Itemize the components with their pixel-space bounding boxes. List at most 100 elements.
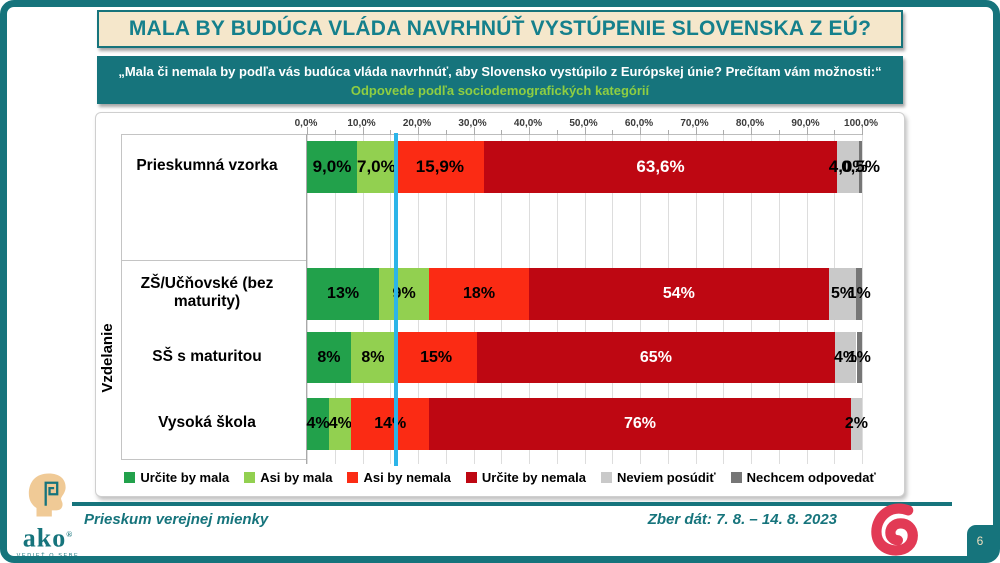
bar-value-label: 2% — [844, 415, 868, 432]
legend-swatch — [124, 472, 136, 483]
x-axis: 0,0% 10,0% 20,0% 30,0% 40,0% 50,0% 60,0% 70,0% 8… — [295, 118, 878, 131]
bar-segment: 15% — [394, 332, 478, 383]
axis-tick — [834, 130, 836, 135]
bar-segment: 9% — [379, 268, 430, 320]
question-banner: „Mala či nemala by podľa vás budúca vlád… — [97, 56, 903, 104]
y-axis-group-label: Vzdelanie — [99, 323, 116, 393]
bar-value-label: 4,0% — [828, 157, 868, 176]
ako-logo: ako® VEDIEŤ O SEBE — [10, 472, 86, 559]
legend: Určite by mala Asi by mala Asi by nemala Ur… — [96, 470, 904, 485]
legend-label: Asi by mala — [260, 470, 333, 485]
bar-value-label: 18% — [463, 285, 496, 302]
footer-divider — [72, 502, 952, 506]
bar-segment: 0,5% — [841, 141, 880, 193]
bar-value-label: 1% — [847, 348, 871, 366]
legend-swatch — [244, 472, 256, 483]
x-axis-tick-label: 80,0% — [735, 118, 765, 129]
axis-tick — [778, 130, 780, 135]
x-axis-tick-label: 20,0% — [402, 118, 432, 129]
x-axis-tick-label: 40,0% — [513, 118, 543, 129]
category-frame-line — [121, 134, 306, 135]
bar-value-label: 15% — [420, 348, 453, 366]
footer-left-text: Prieskum verejnej mienky — [84, 511, 269, 528]
axis-tick — [307, 127, 308, 135]
axis-tick — [501, 130, 503, 135]
legend-label: Neviem posúdiť — [616, 470, 716, 485]
x-axis-tick-label: 0,0% — [294, 118, 318, 129]
axis-tick — [751, 127, 752, 135]
axis-tick — [473, 127, 475, 135]
bar-segment: 5% — [828, 268, 857, 320]
bar-segment: 1% — [848, 332, 871, 383]
title-banner: MALA BY BUDÚCA VLÁDA NAVRHNÚŤ VYSTÚPENIE… — [97, 10, 903, 48]
bar-row: 4% 4% 14% 76% 2% — [306, 398, 868, 450]
axis-tick — [584, 127, 586, 135]
axis-tick — [640, 127, 641, 135]
category-label: Vysoká škola — [158, 414, 256, 432]
survey-question-subtext: Odpovede podľa sociodemografických kateg… — [350, 83, 650, 98]
bar-value-label: 4% — [306, 415, 330, 432]
x-axis-tick-label: 50,0% — [569, 118, 598, 129]
bar-row: 9,0% 7,0% 15,9% 63,6% 4,0% 0,5% — [307, 141, 880, 193]
axis-tick — [362, 127, 364, 135]
bar-segment: 4% — [833, 332, 858, 383]
legend-label: Asi by nemala — [363, 470, 451, 485]
bar-value-label: 1% — [847, 285, 871, 302]
page-number: 6 — [976, 533, 984, 548]
footer-right-text: Zber dát: 7. 8. – 14. 8. 2023 — [647, 511, 837, 528]
bar-value-label: 65% — [639, 348, 672, 366]
bar-value-label: 9% — [392, 285, 416, 302]
bar-segment: 4% — [306, 398, 330, 450]
bar-value-label: 8% — [361, 348, 385, 366]
x-axis-tick-label: 60,0% — [624, 118, 654, 129]
bar-segment: 65% — [477, 332, 835, 383]
bar-segment: 14% — [351, 398, 430, 450]
bar-segment: 54% — [529, 268, 829, 320]
legend-item: Nechcem odpovedať — [730, 470, 876, 485]
chart-panel: 0,0% 10,0% 20,0% 30,0% 40,0% 50,0% 60,0% 70,0% 8… — [95, 112, 905, 497]
legend-label: Určite by nemala — [481, 470, 586, 485]
bar-value-label: 9,0% — [312, 157, 352, 176]
bar-value-label: 4% — [833, 348, 858, 366]
category-frame-line — [121, 134, 122, 460]
bar-segment: 8% — [307, 332, 351, 383]
survey-question-text: „Mala či nemala by podľa vás budúca vlád… — [118, 64, 882, 79]
category-frame-line — [121, 260, 306, 261]
page-number-badge: 6 — [967, 525, 993, 556]
x-axis-tick-label: 30,0% — [458, 118, 487, 129]
axis-tick — [695, 127, 697, 135]
bar-value-label: 76% — [623, 415, 656, 432]
bar-segment: 8% — [350, 332, 395, 383]
bar-value-label: 54% — [662, 285, 695, 302]
bar-value-label: 4% — [328, 415, 352, 432]
x-axis-tick-label: 90,0% — [791, 118, 820, 129]
axis-tick — [862, 127, 863, 135]
bar-segment: 63,6% — [484, 141, 837, 193]
x-axis-tick-label: 70,0% — [680, 118, 709, 129]
bar-segment: 76% — [429, 398, 851, 450]
bar-value-label: 7,0% — [356, 157, 396, 176]
x-axis-tick-label: 10,0% — [347, 118, 376, 129]
axis-tick — [529, 127, 530, 135]
legend-swatch — [600, 472, 612, 483]
x-axis-tick-label: 100,0% — [844, 118, 878, 129]
bar-segment: 15,9% — [395, 141, 485, 193]
bar-segment: 9,0% — [307, 141, 357, 193]
legend-label: Nechcem odpovedať — [746, 470, 876, 485]
bar-segment: 2% — [845, 398, 868, 450]
gridline — [862, 135, 863, 464]
swirl-logo-icon — [871, 503, 918, 556]
bar-value-label: 0,5% — [841, 157, 880, 176]
category-label: ZŠ/Učňovské (bez maturity) — [140, 275, 274, 310]
axis-tick — [418, 127, 419, 135]
legend-item: Asi by mala — [244, 470, 332, 485]
axis-tick — [390, 130, 392, 135]
axis-tick — [556, 130, 558, 135]
axis-tick — [445, 130, 447, 135]
axis-tick — [334, 130, 336, 135]
bar-value-label: 5% — [831, 285, 855, 302]
legend-item: Určite by mala — [124, 470, 229, 485]
bar-value-label: 8% — [317, 348, 341, 366]
plot-area: 9,0% 7,0% 15,9% 63,6% 4,0% 0,5% 13% 9% 18% 54% 5% 1… — [306, 127, 880, 466]
